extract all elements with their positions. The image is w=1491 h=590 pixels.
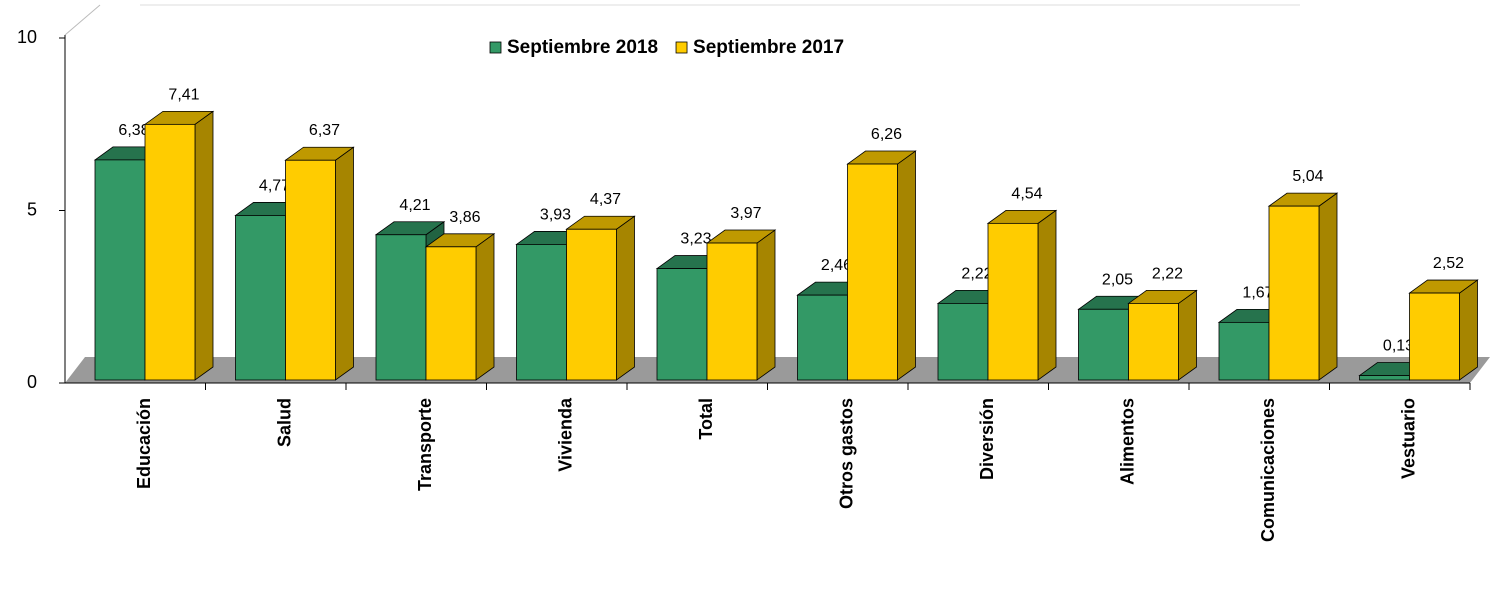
bar	[937, 303, 989, 381]
wall-edge	[64, 4, 101, 36]
bar	[1218, 321, 1270, 381]
bar	[987, 222, 1039, 381]
data-label: 4,54	[1011, 185, 1042, 202]
bar	[1409, 292, 1460, 381]
bar	[285, 159, 336, 381]
bar	[847, 163, 898, 381]
bar-side	[1037, 209, 1057, 381]
data-label: 2,46	[821, 257, 852, 274]
bar-side	[1459, 279, 1478, 381]
x-tick-label: Diversión	[977, 398, 997, 480]
bar	[706, 242, 758, 381]
data-label: 2,52	[1433, 255, 1464, 272]
bar-side	[194, 110, 214, 381]
data-label: 1,67	[1242, 284, 1273, 301]
bar	[797, 294, 848, 381]
data-label: 2,22	[961, 265, 992, 282]
legend-label: Septiembre 2018	[507, 37, 658, 58]
data-label: 6,38	[118, 122, 149, 139]
y-tick-label: 10	[17, 27, 37, 47]
legend-swatch	[489, 41, 502, 54]
x-tick-label: Alimentos	[1117, 398, 1137, 485]
bar	[566, 228, 617, 381]
data-label: 3,93	[540, 206, 571, 223]
bar	[1128, 303, 1179, 381]
bar	[1268, 205, 1320, 381]
data-label: 0,13	[1383, 338, 1414, 355]
x-tick-label: Total	[696, 398, 716, 440]
y-tick-label: 5	[27, 199, 37, 219]
bar-side	[616, 215, 635, 381]
bar-side	[1178, 289, 1197, 381]
bar	[235, 215, 286, 381]
x-tick-label: Vestuario	[1398, 398, 1418, 479]
data-label: 4,21	[399, 197, 430, 214]
bar	[516, 244, 567, 381]
bar	[375, 234, 427, 381]
bar-side	[756, 229, 776, 381]
bar	[1078, 308, 1129, 381]
data-label: 3,23	[680, 231, 711, 248]
data-label: 2,22	[1152, 265, 1183, 282]
bar	[425, 246, 477, 381]
x-tick-label: Salud	[274, 398, 294, 447]
data-label: 4,37	[590, 191, 621, 208]
bar	[144, 123, 196, 381]
bar	[94, 159, 146, 381]
bar-side	[1318, 192, 1338, 381]
data-label: 6,37	[309, 122, 340, 139]
legend-swatch	[675, 41, 688, 54]
x-tick-label: Educación	[134, 398, 154, 489]
bar	[1359, 375, 1410, 381]
y-tick-label: 0	[27, 372, 37, 392]
legend-label: Septiembre 2017	[693, 37, 844, 58]
bar-side	[335, 146, 354, 381]
data-label: 4,77	[259, 177, 290, 194]
x-tick-label: Vivienda	[555, 397, 575, 472]
data-label: 5,04	[1292, 168, 1323, 185]
data-label: 3,97	[730, 205, 761, 222]
bar-side	[897, 150, 916, 381]
bar	[656, 268, 708, 381]
bar-side	[475, 233, 495, 381]
x-tick-label: Comunicaciones	[1258, 398, 1278, 542]
x-tick-label: Transporte	[415, 398, 435, 491]
data-label: 2,05	[1102, 271, 1133, 288]
data-label: 7,41	[168, 86, 199, 103]
x-tick-label: Otros gastos	[836, 398, 856, 509]
data-label: 6,26	[871, 126, 902, 143]
data-label: 3,86	[449, 209, 480, 226]
